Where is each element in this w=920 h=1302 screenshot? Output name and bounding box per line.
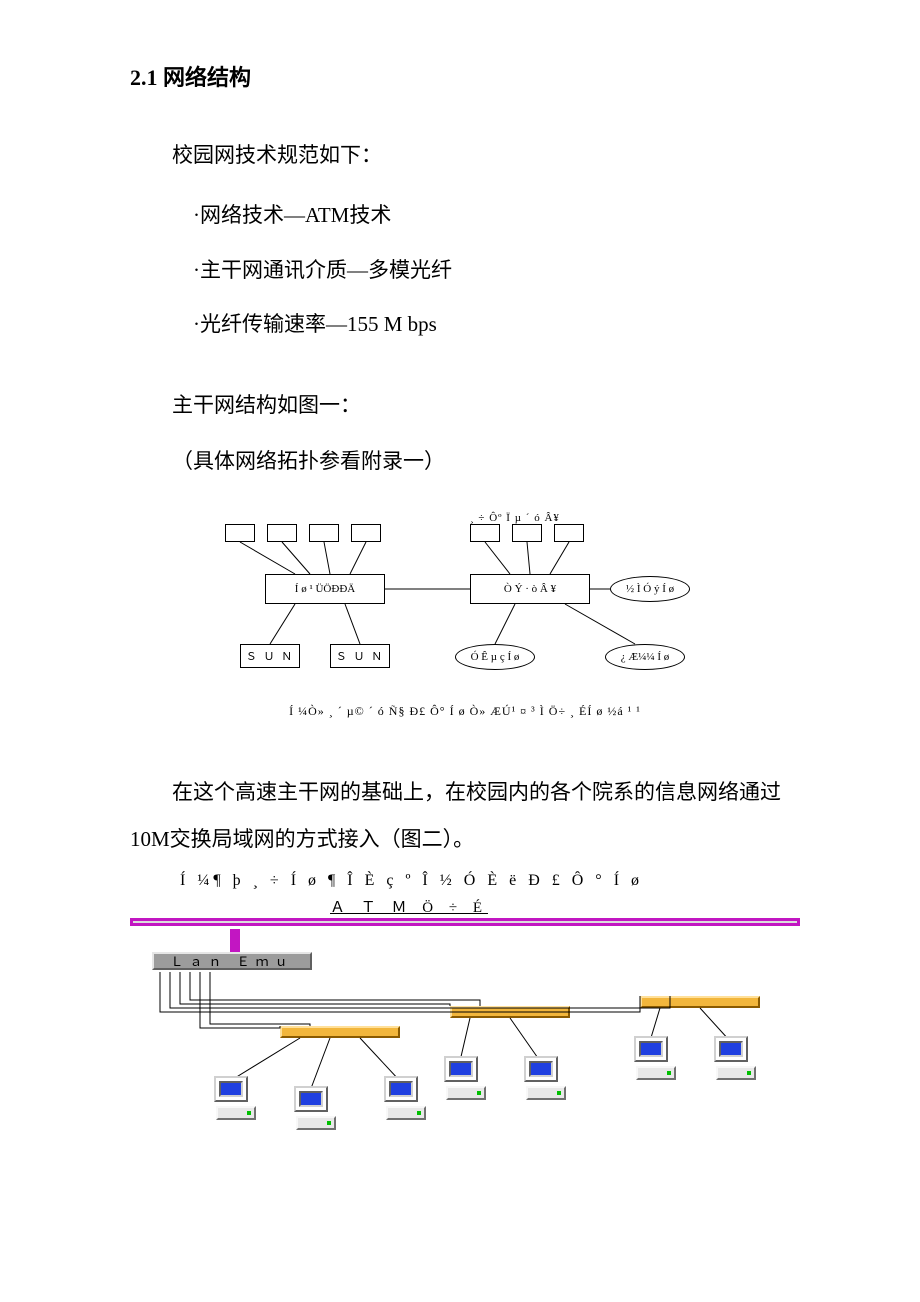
diagram2-title: Í ¼¶ þ ¸ ÷ Í ø ¶ Î È ç º Î ½ Ó È ë Ð £ Ô… [180,872,800,890]
pc-icon [440,1056,488,1100]
section-heading: 2.1 网络结构 [130,60,800,92]
pc-icon [380,1076,428,1120]
document-page: 2.1 网络结构 校园网技术规范如下： ·网络技术—ATM技术 ·主干网通讯介质… [0,0,920,1166]
diagram1-lines [225,514,705,684]
diagram2: Ａ Ｔ Ｍ Ö ÷ É Ｌａｎ Ｅｍｕ [130,896,800,1126]
diagram1: ¸ ÷ Ôº Ï µ ´ ó Â¥ Í ø ¹ ÜÖÐÐÄ Ò Ý · ò Â … [225,514,705,684]
bullet-list: ·网络技术—ATM技术 ·主干网通讯介质—多模光纤 ·光纤传输速率—155 M … [130,188,800,352]
pc-icon [520,1056,568,1100]
paragraph-2: 在这个高速主干网的基础上，在校园内的各个院系的信息网络通过10M交换局域网的方式… [130,769,800,861]
pc-icon [630,1036,678,1080]
pc-icon [290,1086,338,1130]
pc-icon [710,1036,758,1080]
intro-paragraph: 校园网技术规范如下： [130,132,800,178]
pc-icon [210,1076,258,1120]
diagram1-caption: Í ¼Ò» ¸ ´ µ© ´ ó Ñ§ Ð£ Ô° Í ø Ò» ÆÚ¹ ¤ ³… [130,704,800,719]
bullet-item: ·网络技术—ATM技术 [193,188,800,243]
backbone-line1: 主干网结构如图一： [130,382,800,428]
diagram1-container: ¸ ÷ Ôº Ï µ ´ ó Â¥ Í ø ¹ ÜÖÐÐÄ Ò Ý · ò Â … [130,514,800,684]
bullet-item: ·主干网通讯介质—多模光纤 [193,243,800,298]
bullet-item: ·光纤传输速率—155 M bps [193,297,800,352]
backbone-line2: （具体网络拓扑参看附录一） [130,438,800,484]
